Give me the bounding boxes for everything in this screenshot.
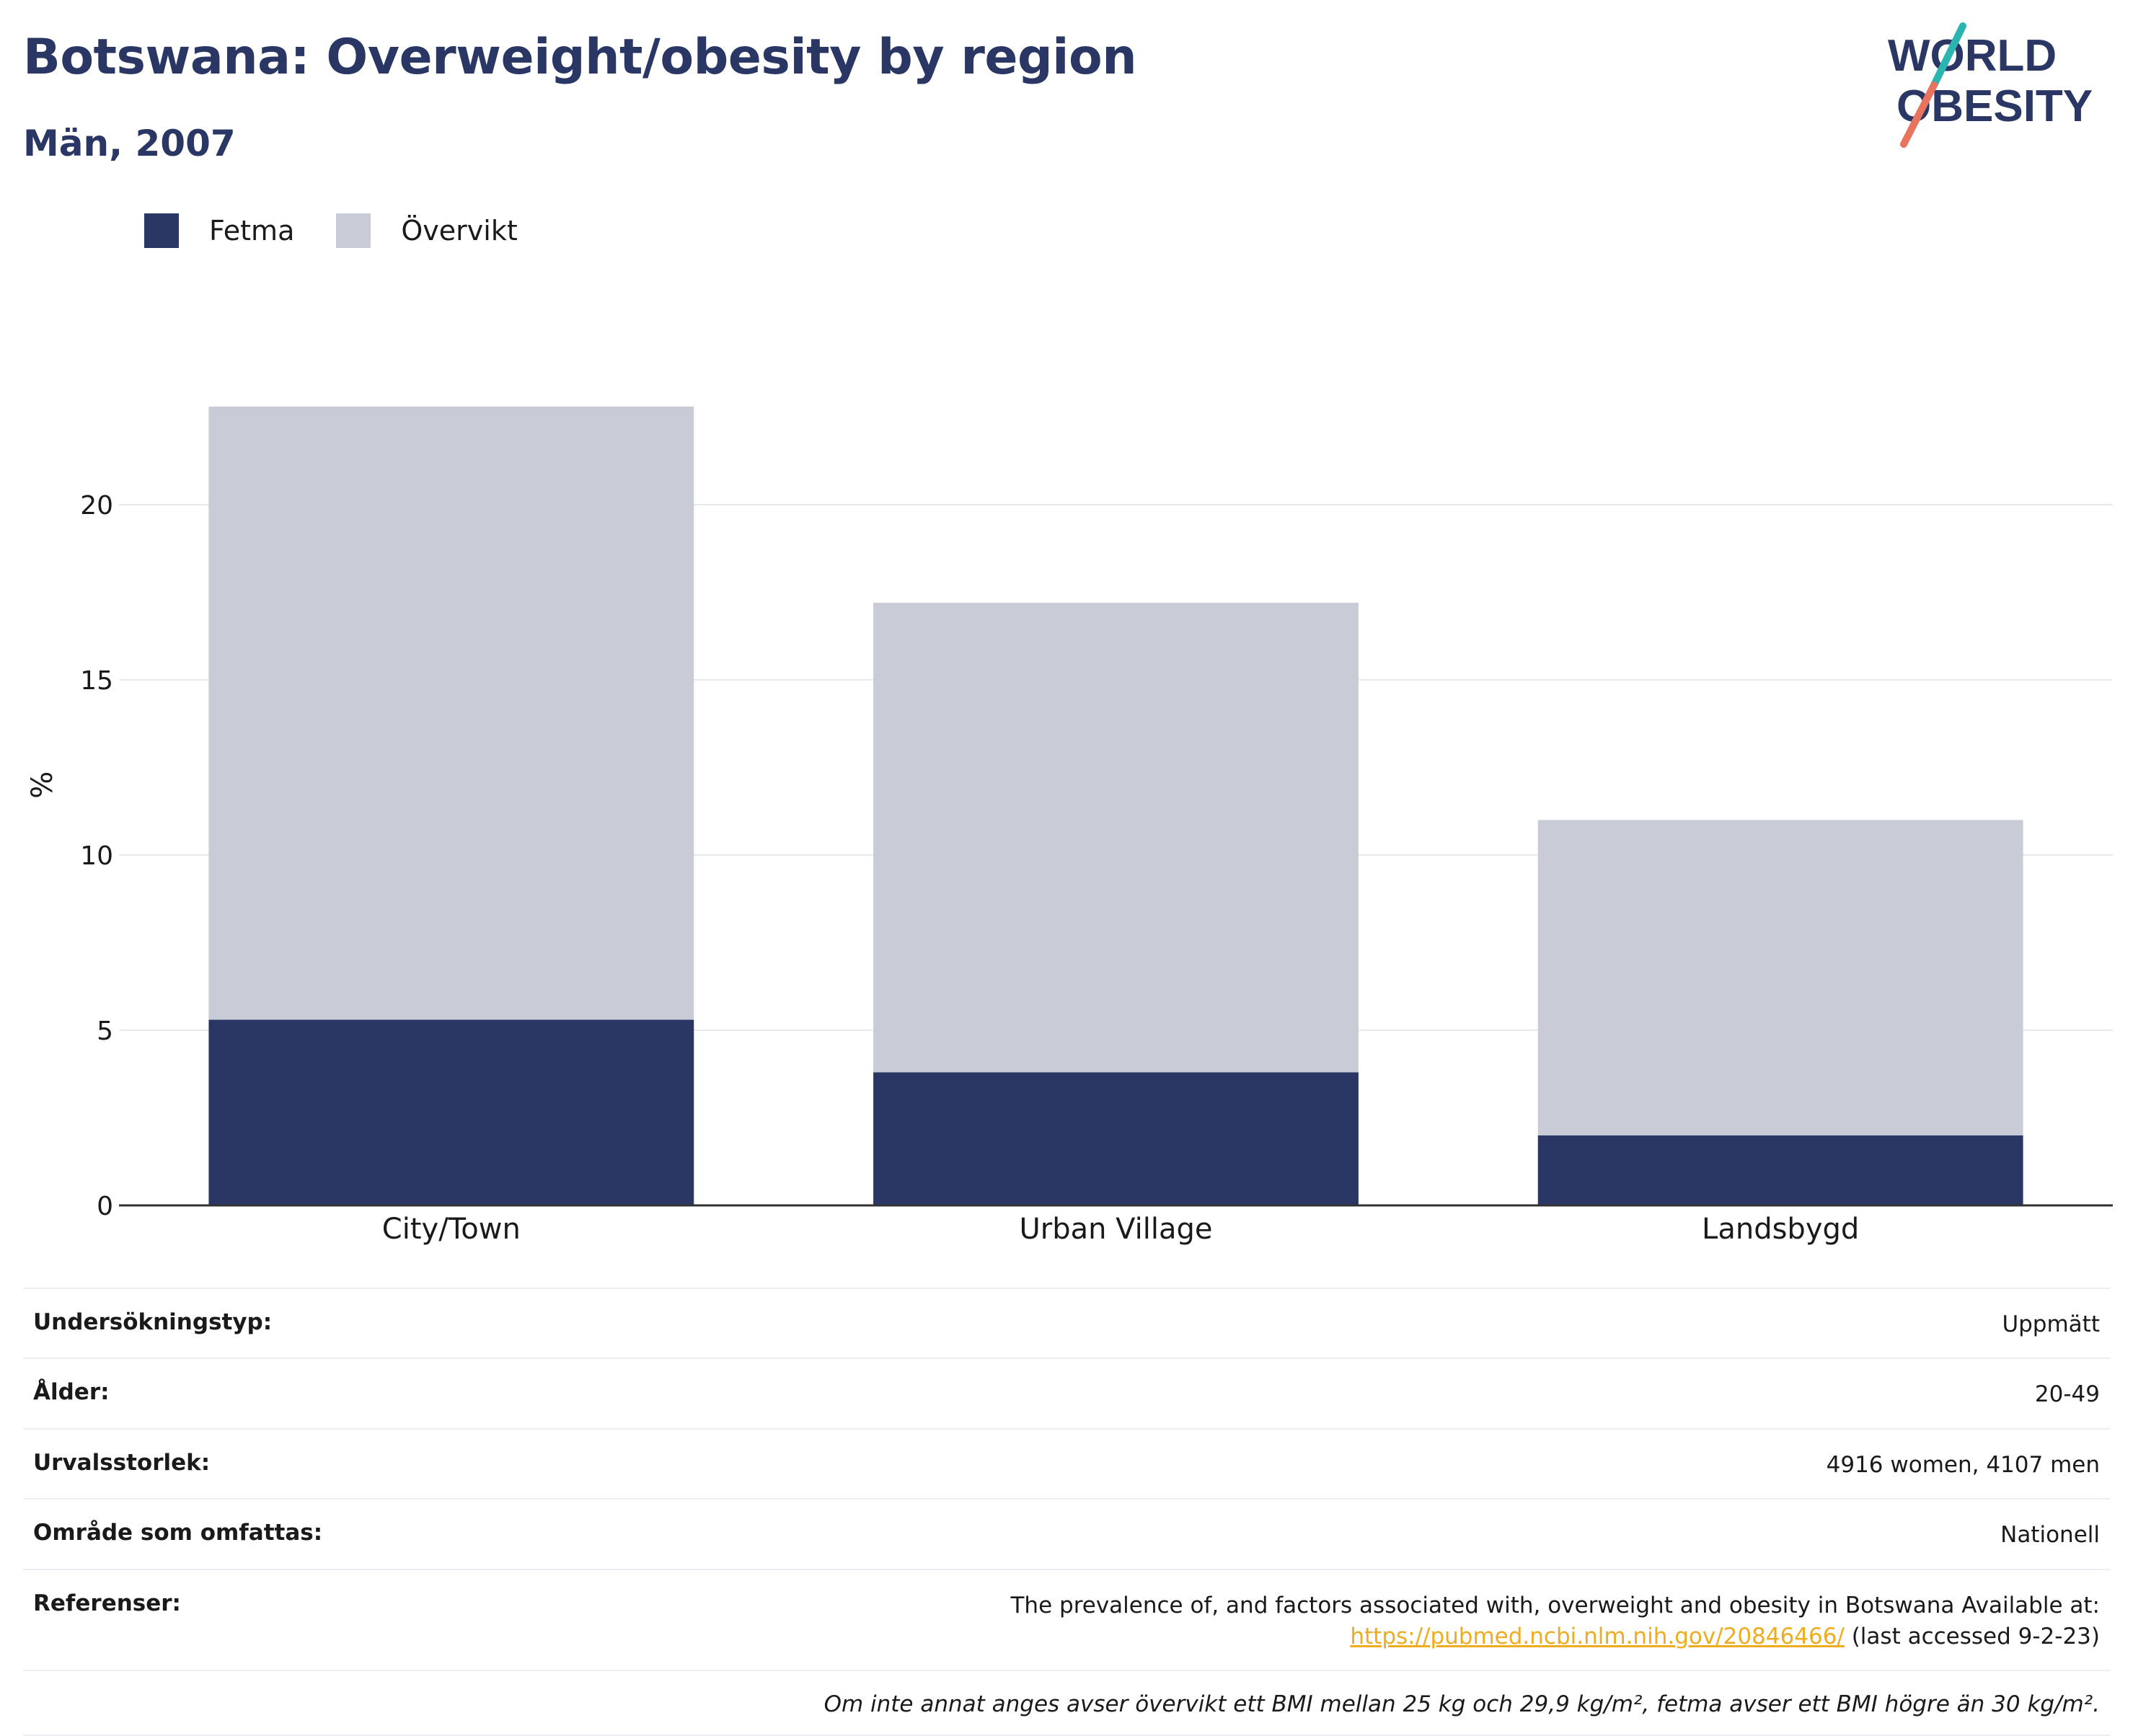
meta-row-survey-type: Undersökningstyp: Uppmätt — [23, 1289, 2110, 1360]
page-title: Botswana: Overweight/obesity by region — [23, 29, 1137, 86]
legend-swatch-fetma — [144, 213, 179, 248]
meta-value: 20-49 — [2034, 1381, 2100, 1408]
page-subtitle: Män, 2007 — [23, 123, 236, 164]
reference-text: The prevalence of, and factors associate… — [1011, 1590, 2101, 1653]
metadata-table: Undersökningstyp: Uppmätt Ålder: 20-49 U… — [23, 1288, 2110, 1736]
reference-link[interactable]: https://pubmed.ncbi.nlm.nih.gov/20846466… — [1350, 1623, 1845, 1649]
legend-item-overvikt[interactable]: Övervikt — [336, 213, 518, 248]
y-tick-label: 10 — [80, 841, 113, 871]
reference-description: The prevalence of, and factors associate… — [1010, 1592, 2101, 1618]
bar-overvikt — [1537, 820, 2023, 1135]
meta-value: Uppmätt — [2002, 1311, 2100, 1337]
bar-chart: 0 5 10 15 20% City/Town Urban Village Landsbygd — [26, 406, 2113, 1246]
meta-row-sample-size: Urvalsstorlek: 4916 women, 4107 men — [23, 1430, 2110, 1500]
meta-label: Urvalsstorlek: — [33, 1449, 211, 1476]
bar-fetma — [1537, 1135, 2023, 1205]
logo-line1: WORLD — [1888, 31, 2057, 81]
meta-row-note: Om inte annat anges avser övervikt ett B… — [23, 1671, 2110, 1736]
y-tick-label: 15 — [80, 666, 113, 696]
legend-item-fetma[interactable]: Fetma — [144, 213, 294, 248]
legend-swatch-overvikt — [336, 213, 371, 248]
meta-row-references: Referenser: The prevalence of, and facto… — [23, 1570, 2110, 1672]
world-obesity-logo: WORLD OBESITY — [1888, 22, 2093, 148]
bar-overvikt — [208, 406, 694, 1020]
meta-label: Referenser: — [33, 1590, 181, 1616]
y-axis-label: % — [26, 771, 59, 799]
y-tick-label: 5 — [97, 1017, 113, 1046]
x-tick-label: City/Town — [382, 1213, 521, 1246]
bar-fetma — [208, 1019, 694, 1205]
meta-row-coverage: Område som omfattas: Nationell — [23, 1500, 2110, 1570]
bar-fetma — [873, 1072, 1359, 1205]
meta-label: Ålder: — [33, 1379, 110, 1406]
y-tick-label: 0 — [97, 1192, 113, 1221]
meta-label: Undersökningstyp: — [33, 1309, 273, 1335]
reference-suffix: (last accessed 9-2-23) — [1844, 1623, 2100, 1649]
x-tick-label: Urban Village — [1019, 1213, 1212, 1246]
meta-value: Nationell — [2000, 1522, 2100, 1549]
meta-label: Område som omfattas: — [33, 1520, 323, 1546]
bar-overvikt — [873, 603, 1359, 1073]
legend-label-overvikt: Övervikt — [401, 215, 518, 247]
chart-legend: Fetma Övervikt — [144, 213, 560, 248]
x-tick-label: Landsbygd — [1702, 1213, 1859, 1246]
y-tick-label: 20 — [80, 491, 113, 521]
legend-label-fetma: Fetma — [209, 215, 295, 247]
bmi-note: Om inte annat anges avser övervikt ett B… — [823, 1691, 2100, 1718]
meta-value: 4916 women, 4107 men — [1826, 1451, 2100, 1478]
meta-row-age: Ålder: 20-49 — [23, 1359, 2110, 1430]
